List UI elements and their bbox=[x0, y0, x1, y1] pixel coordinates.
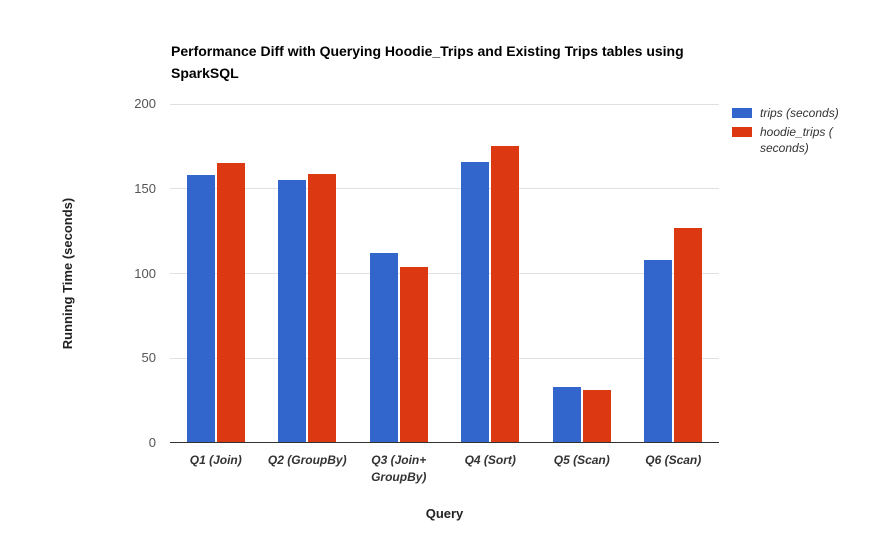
legend-label-0: trips (seconds) bbox=[760, 106, 839, 120]
bar-q5-series-1 bbox=[582, 390, 611, 443]
chart-title: Performance Diff with Querying Hoodie_Tr… bbox=[171, 43, 684, 81]
bar-q1-series-1 bbox=[216, 163, 245, 443]
legend: trips (seconds) hoodie_trips ( seconds) bbox=[732, 105, 878, 159]
x-axis-line bbox=[170, 442, 719, 443]
bar-q4-series-0 bbox=[461, 161, 490, 443]
gridline-100 bbox=[170, 273, 719, 274]
x-tick-label-q2: Q2 (GroupBy) bbox=[267, 453, 347, 467]
y-tick-label-150: 150 bbox=[134, 180, 156, 196]
gridline-200 bbox=[170, 103, 719, 105]
y-tick-label-50: 50 bbox=[141, 350, 156, 366]
plot-area: 0 50 100 150 200 Q1 (Join) Q2 (GroupBy) Q3 (Joi… bbox=[134, 96, 719, 484]
y-axis-title-text: Running Time (seconds) bbox=[60, 197, 76, 350]
y-tick-label-100: 100 bbox=[134, 265, 156, 281]
x-axis-title: Query bbox=[425, 506, 464, 521]
x-tick-label-q5: Q5 (Scan) bbox=[553, 453, 610, 467]
bar-q2-series-0 bbox=[278, 180, 307, 443]
x-tick-label-q6: Q6 (Scan) bbox=[645, 453, 702, 467]
x-tick-label-q1: Q1 (Join) bbox=[189, 453, 242, 467]
bar-q1-series-0 bbox=[186, 175, 215, 443]
gridline-50 bbox=[170, 357, 719, 359]
bar-q6-series-0 bbox=[644, 259, 673, 443]
gridline-150 bbox=[170, 188, 719, 190]
legend-item-0: trips (seconds) bbox=[732, 105, 878, 121]
bar-q5-series-0 bbox=[552, 387, 581, 443]
legend-label-1: hoodie_trips ( seconds) bbox=[760, 125, 833, 155]
bar-q4-series-1 bbox=[491, 146, 520, 443]
legend-swatch-0 bbox=[732, 108, 752, 118]
bar-q3-series-1 bbox=[399, 266, 428, 443]
y-tick-label-0: 0 bbox=[148, 435, 156, 450]
bar-q6-series-1 bbox=[674, 227, 703, 443]
x-tick-label-q4: Q4 (Sort) bbox=[464, 453, 516, 467]
x-tick-label-q3: Q3 (Join+ GroupBy) bbox=[371, 453, 427, 484]
bar-q2-series-1 bbox=[308, 173, 337, 443]
legend-item-1: hoodie_trips ( seconds) bbox=[732, 124, 878, 156]
bar-q3-series-0 bbox=[369, 253, 398, 443]
y-tick-label-200: 200 bbox=[134, 96, 156, 111]
y-axis-title: Running Time (seconds) bbox=[58, 104, 78, 443]
legend-swatch-1 bbox=[732, 127, 752, 137]
